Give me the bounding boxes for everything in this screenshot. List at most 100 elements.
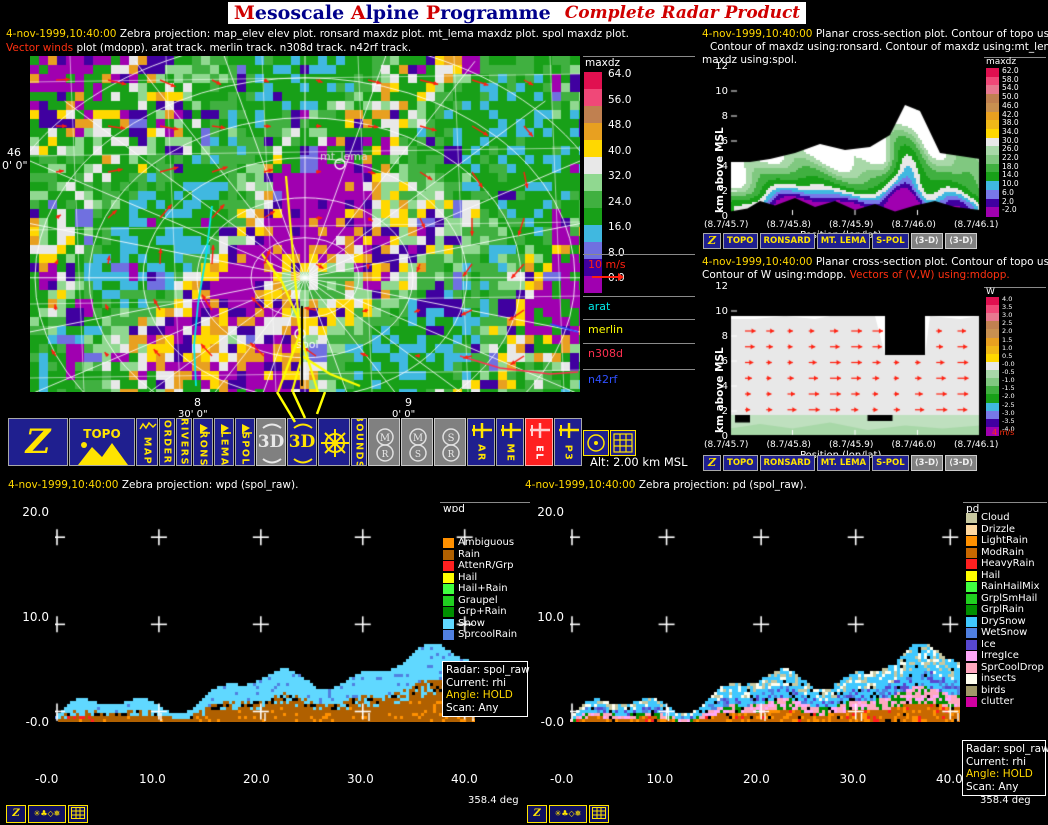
rons-button[interactable]: RONS <box>193 418 213 466</box>
main-toolbar[interactable]: Z TOPO MAP BORDERS RIVERS RONS LEMA SPOL 3D 3D BOU… <box>8 418 637 466</box>
rhi-left-timestamp: 4-nov-1999,10:40:00 <box>8 479 119 491</box>
colorbar-swatch <box>986 76 999 86</box>
colorbar-tick: 62.0 <box>1002 66 1019 75</box>
z-button[interactable]: Z <box>527 805 547 823</box>
colorbar-swatch <box>986 137 999 147</box>
grid-button[interactable] <box>68 805 88 823</box>
three-d-gray-button[interactable]: 3D <box>256 418 286 466</box>
legend-divider <box>583 343 695 344</box>
topo-button[interactable]: TOPO <box>723 455 758 471</box>
three-d-arc-icon <box>293 423 313 464</box>
three-d-blue-button[interactable]: 3D <box>287 418 317 466</box>
button-label: BOUNDS <box>353 418 365 466</box>
y-tick-label: 20.0 <box>22 505 49 519</box>
mt-lema-button[interactable]: MT. LEMA <box>816 233 871 249</box>
rhi-left-plot[interactable] <box>55 512 475 722</box>
legend-swatch <box>443 584 454 594</box>
button-label: RONS <box>197 430 209 466</box>
colorbar-tick: 22.0 <box>1002 153 1019 163</box>
rhi-left-description: Zebra projection: wpd (spol_raw). <box>121 479 299 491</box>
el-aircraft-button[interactable]: EL <box>525 418 553 466</box>
legend-label: GrplSmHail <box>981 592 1038 604</box>
xsec-top-toolbar[interactable]: Z TOPO RONSARD MT. LEMA S-POL ⟨3-D⟩ ⟨3-D⟩ <box>703 233 979 249</box>
z-glyph: Z <box>25 422 51 462</box>
legend-swatch <box>443 549 454 560</box>
colorbar-swatch <box>584 72 602 89</box>
s-pol-button[interactable]: S-POL <box>872 455 909 471</box>
button-label: MAP <box>141 436 153 466</box>
topo-button[interactable]: TOPO <box>723 233 758 249</box>
weather-symbols-button[interactable]: ✳♣◇❅ <box>549 805 587 823</box>
colorbar-tick: -2.0 <box>1002 205 1017 215</box>
me-aircraft-button[interactable]: ME <box>496 418 524 466</box>
button-label: LEMA <box>218 431 230 466</box>
xsec-bottom-vector-scale: 4 m/s <box>992 428 1015 437</box>
main-panel-annotation-line1: 4-nov-1999,10:40:00 Zebra projection: ma… <box>6 28 629 41</box>
legend-swatch <box>443 607 454 617</box>
target-icon[interactable] <box>583 430 609 456</box>
rhi-right-status-box: Radar: spol_raw Current: rhi Angle: HOLD… <box>962 740 1048 796</box>
ronsard-button[interactable]: RONSARD <box>759 233 815 249</box>
xsec-top-plot[interactable] <box>730 66 980 216</box>
colorbar-tick: 54.0 <box>1002 83 1019 93</box>
three-d-button-1[interactable]: ⟨3-D⟩ <box>910 233 943 249</box>
colorbar-swatch <box>986 120 999 130</box>
colorbar-swatch <box>986 102 999 113</box>
grid-button[interactable] <box>589 805 609 823</box>
map-button[interactable]: MAP <box>136 418 158 466</box>
button-label: BORDERS <box>161 418 173 466</box>
z-button[interactable]: Z <box>703 455 722 471</box>
p3-aircraft-button[interactable]: P3 <box>554 418 582 466</box>
legend-swatch <box>443 595 454 606</box>
vector-scale-arrow <box>592 276 620 278</box>
main-radar-map[interactable] <box>30 56 580 392</box>
xsec-bottom-plot[interactable] <box>730 286 980 436</box>
xsec-bottom-toolbar[interactable]: Z TOPO RONSARD MT. LEMA S-POL ⟨3-D⟩ ⟨3-D⟩ <box>703 455 979 471</box>
y-tick-label: 8 <box>721 111 728 122</box>
rhi-left-toolbar[interactable]: Z ✳♣◇❅ <box>6 805 90 823</box>
rhi-right-toolbar[interactable]: Z ✳♣◇❅ <box>527 805 611 823</box>
rhi-left-scan: Scan: Any <box>446 701 499 714</box>
spol-button[interactable]: SPOL <box>235 418 255 466</box>
legend-swatch <box>443 618 454 629</box>
three-d-arc-icon <box>262 423 282 464</box>
legend-swatch <box>443 538 454 548</box>
borders-button[interactable]: BORDERS <box>159 418 175 466</box>
topo-button[interactable]: TOPO <box>69 418 135 466</box>
colorbar-tick: 42.0 <box>1002 109 1019 119</box>
rivers-button[interactable]: RIVERS <box>176 418 192 466</box>
radar-dish-icon <box>242 424 252 434</box>
y-tick-label: 8 <box>721 331 728 342</box>
three-d-button-2[interactable]: ⟨3-D⟩ <box>944 233 978 249</box>
mt-lema-button[interactable]: MT. LEMA <box>816 455 871 471</box>
bounds-button[interactable]: BOUNDS <box>351 418 367 466</box>
colorbar-swatch <box>584 225 602 242</box>
colorbar-swatch <box>986 155 999 165</box>
weather-symbols-button[interactable]: ✳♣◇❅ <box>28 805 66 823</box>
ar-aircraft-button[interactable]: AR <box>467 418 495 466</box>
rhi-right-plot[interactable] <box>570 512 960 722</box>
lema-button[interactable]: LEMA <box>214 418 234 466</box>
z-button[interactable]: Z <box>703 233 722 249</box>
rhi-right-scan: Scan: Any <box>966 780 1019 793</box>
legend-entry-n42rf: n42rf <box>588 373 618 386</box>
y-tick-label: 4 <box>721 381 728 392</box>
compass-button[interactable] <box>318 418 350 466</box>
colorbar-tick: 16.0 <box>608 221 632 233</box>
colorbar-swatch <box>986 345 999 355</box>
colorbar-tick: -2.0 <box>1002 392 1015 401</box>
ronsard-button[interactable]: RONSARD <box>759 455 815 471</box>
three-d-button-1[interactable]: ⟨3-D⟩ <box>910 455 943 471</box>
grid-icon[interactable] <box>610 430 636 456</box>
colorbar-swatch <box>986 378 999 387</box>
z-button[interactable]: Z <box>6 805 26 823</box>
colorbar-swatch <box>986 111 999 121</box>
grid-glyph <box>71 807 85 819</box>
colorbar-tick: 1.5 <box>1002 335 1013 344</box>
z-button[interactable]: Z <box>8 418 68 466</box>
three-d-button-2[interactable]: ⟨3-D⟩ <box>944 455 978 471</box>
s-pol-button[interactable]: S-POL <box>872 233 909 249</box>
